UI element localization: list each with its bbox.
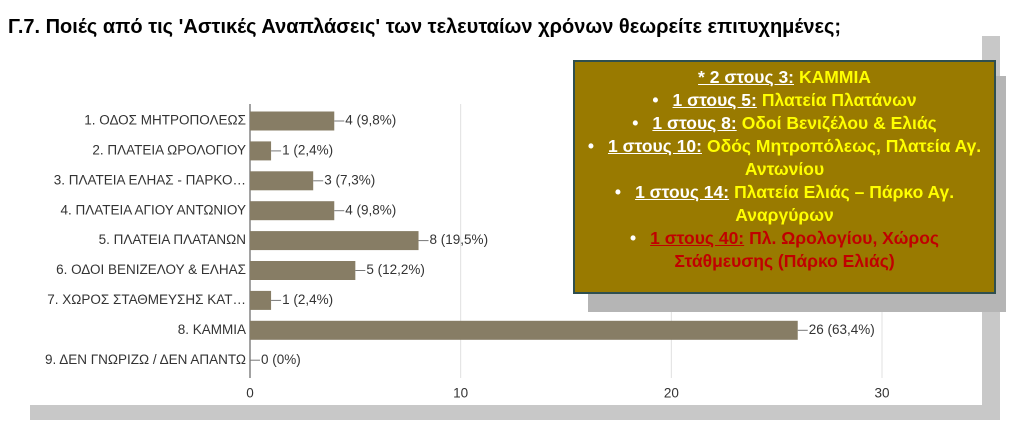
annotation-lead: 1 στους 40: xyxy=(650,228,745,248)
annotation-text: Πλ. Ωρολογίου, Χώρος Στάθμευσης (Πάρκο Ε… xyxy=(674,228,940,271)
annotation-item: 1 στους 10:Οδός Μητροπόλεως, Πλατεία Αγ.… xyxy=(583,135,986,181)
bar xyxy=(250,290,272,310)
annotation-item: * 2 στους 3: ΚΑΜΜΙΑ xyxy=(583,66,986,89)
x-tick-label: 30 xyxy=(874,386,889,401)
annotation-text: Οδοί Βενιζέλου & Ελιάς xyxy=(741,113,937,133)
x-tick-label: 20 xyxy=(664,386,679,401)
y-tick-label: 4. ΠΛΑΤΕΙΑ ΑΓΙΟΥ ΑΝΤΩΝΙΟΥ xyxy=(61,202,247,217)
value-label: 0 (0%) xyxy=(261,352,301,367)
annotation-item: 1 στους 8:Οδοί Βενιζέλου & Ελιάς xyxy=(583,112,986,135)
value-label: 5 (12,2%) xyxy=(366,262,425,277)
annotation-item: 1 στους 14:Πλατεία Ελιάς – Πάρκο Αγ. Ανα… xyxy=(583,181,986,227)
bar xyxy=(250,201,335,221)
annotation-list: * 2 στους 3:ΚΑΜΜΙΑ1 στους 5:Πλατεία Πλατ… xyxy=(575,66,994,273)
annotation-lead: 1 στους 8: xyxy=(652,113,737,133)
x-tick-label: 10 xyxy=(453,386,468,401)
value-label: 4 (9,8%) xyxy=(345,202,396,217)
value-label: 1 (2,4%) xyxy=(282,292,333,307)
y-tick-label: 3. ΠΛΑΤΕΙΑ ΕΛΗΑΣ - ΠΑΡΚΟ… xyxy=(54,172,246,187)
bar xyxy=(250,171,314,191)
y-tick-label: 9. ΔΕΝ ΓΝΩΡΙΖΩ / ΔΕΝ ΑΠΑΝΤΩ xyxy=(45,352,246,367)
x-tick-label: 0 xyxy=(246,386,254,401)
annotation-item: 1 στους 5:Πλατεία Πλατάνων xyxy=(583,89,986,112)
bar xyxy=(250,111,335,131)
value-label: 1 (2,4%) xyxy=(282,142,333,157)
value-label: 26 (63,4%) xyxy=(809,322,875,337)
y-tick-label: 5. ΠΛΑΤΕΙΑ ΠΛΑΤΑΝΩΝ xyxy=(99,232,246,247)
annotation-lead: 1 στους 5: xyxy=(672,90,757,110)
value-label: 3 (7,3%) xyxy=(324,172,375,187)
annotation-lead: 1 στους 10: xyxy=(607,136,702,156)
y-tick-label: 7. ΧΩΡΟΣ ΣΤΑΘΜΕΥΣΗΣ ΚΑΤ… xyxy=(47,292,246,307)
annotation-text: ΚΑΜΜΙΑ xyxy=(799,67,871,87)
annotation-text: Πλατεία Ελιάς – Πάρκο Αγ. Αναργύρων xyxy=(734,182,955,225)
annotation-box: * 2 στους 3:ΚΑΜΜΙΑ1 στους 5:Πλατεία Πλατ… xyxy=(573,60,996,294)
value-label: 4 (9,8%) xyxy=(345,113,396,128)
annotation-lead: * 2 στους 3: xyxy=(698,67,795,87)
bar xyxy=(250,141,272,161)
chart-title: Γ.7. Ποιές από τις 'Αστικές Αναπλάσεις' … xyxy=(8,16,842,38)
annotation-text: Πλατεία Πλατάνων xyxy=(761,90,917,110)
annotation-item: 1 στους 40:Πλ. Ωρολογίου, Χώρος Στάθμευσ… xyxy=(583,227,986,273)
y-tick-label: 1. ΟΔΟΣ ΜΗΤΡΟΠΟΛΕΩΣ xyxy=(84,113,246,128)
annotation-lead: 1 στους 14: xyxy=(635,182,730,202)
bar xyxy=(250,261,356,280)
bar xyxy=(250,320,798,340)
y-tick-label: 8. ΚΑΜΜΙΑ xyxy=(178,322,246,337)
y-tick-label: 6. ΟΔΟΙ ΒΕΝΙΖΕΛΟΥ & ΕΛΗΑΣ xyxy=(56,262,246,277)
y-tick-label: 2. ΠΛΑΤΕΙΑ ΩΡΟΛΟΓΙΟΥ xyxy=(92,142,246,157)
annotation-text: Οδός Μητροπόλεως, Πλατεία Αγ. Αντωνίου xyxy=(707,136,982,179)
value-label: 8 (19,5%) xyxy=(430,232,489,247)
bar xyxy=(250,231,419,251)
